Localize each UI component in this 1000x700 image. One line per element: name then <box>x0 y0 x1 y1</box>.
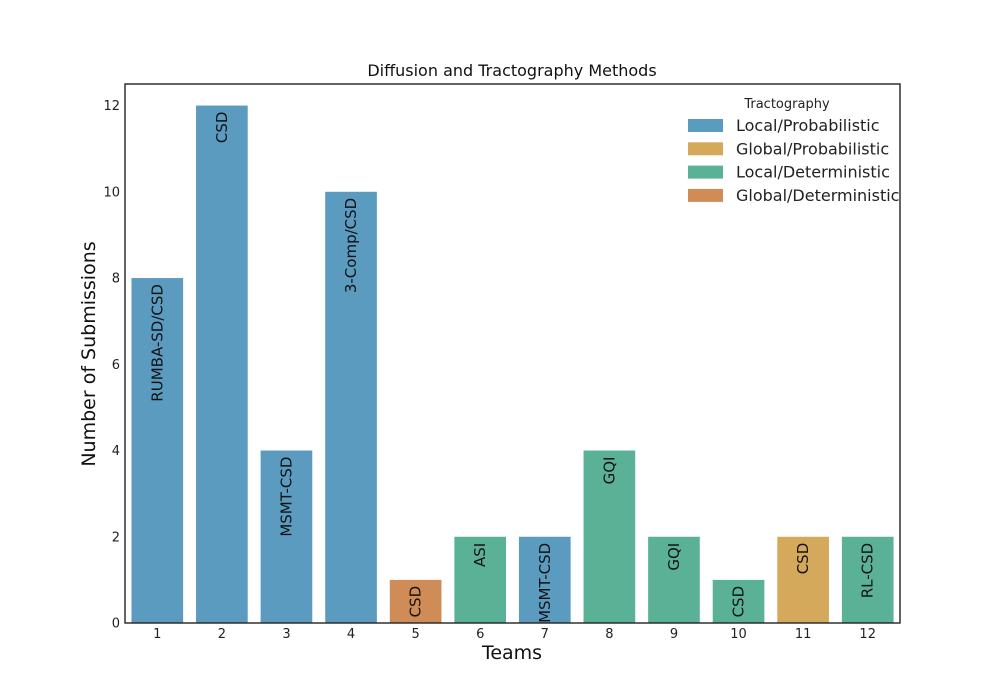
bars-group <box>131 105 894 624</box>
bar-label-team-10: CSD <box>730 586 748 618</box>
y-tick-label: 8 <box>112 272 120 287</box>
legend-swatch <box>688 119 723 132</box>
y-tick-label: 6 <box>112 358 120 373</box>
bar-team-12 <box>841 536 894 623</box>
y-axis-title: Number of Submissions <box>78 241 100 466</box>
x-tick-label: 5 <box>411 627 419 642</box>
legend-swatch <box>688 142 723 156</box>
bar-label-team-4: 3-Comp/CSD <box>342 198 360 293</box>
x-tick-label: 2 <box>218 627 226 642</box>
legend-swatch <box>688 165 723 179</box>
y-tick-label: 2 <box>112 530 120 545</box>
x-tick-label: 7 <box>541 627 549 642</box>
x-tick-label: 3 <box>282 627 290 642</box>
bar-label-team-12: RL-CSD <box>859 543 877 598</box>
y-axis: 0 2 4 6 8 10 12 <box>103 99 120 631</box>
x-tick-label: 10 <box>730 627 747 642</box>
y-tick-label: 4 <box>112 444 120 459</box>
bar-team-5 <box>389 579 442 623</box>
bar-label-team-2: CSD <box>213 112 231 144</box>
bar-team-1 <box>131 278 184 623</box>
legend-label: Global/Probabilistic <box>736 139 889 158</box>
x-axis-title: Teams <box>481 642 542 664</box>
plot-frame <box>124 83 901 624</box>
legend-label: Local/Probabilistic <box>736 116 880 135</box>
bar-label-team-3: MSMT-CSD <box>277 457 295 537</box>
bar-label-team-6: ASI <box>471 543 489 567</box>
bar-team-10 <box>712 579 765 623</box>
x-tick-label: 6 <box>476 627 484 642</box>
x-tick-label: 12 <box>859 627 876 642</box>
x-tick-label: 1 <box>153 627 161 642</box>
bar-team-7 <box>518 536 571 623</box>
x-tick-label: 9 <box>670 627 678 642</box>
x-axis: 1 2 3 4 5 6 7 8 9 10 11 12 <box>153 627 876 642</box>
bar-team-9 <box>648 536 700 623</box>
y-tick-label: 10 <box>103 185 120 200</box>
bar-team-11 <box>777 536 829 623</box>
legend-swatch <box>688 188 723 202</box>
bar-team-4 <box>325 191 377 624</box>
chart-title: Diffusion and Tractography Methods <box>367 61 656 80</box>
legend: Tractography Local/Probabilistic Global/P… <box>688 97 899 205</box>
y-tick-label: 0 <box>112 617 120 632</box>
y-tick-label: 12 <box>103 99 120 114</box>
bar-labels-group: RUMBA-SD/CSD CSD MSMT-CSD 3-Comp/CSD CSD ASI M… <box>148 112 876 623</box>
bar-team-8 <box>583 450 636 623</box>
legend-label: Global/Deterministic <box>736 186 899 205</box>
x-tick-label: 11 <box>795 627 812 642</box>
bar-label-team-9: GQI <box>665 543 683 571</box>
bar-label-team-8: GQI <box>600 457 618 485</box>
bar-label-team-5: CSD <box>407 586 425 618</box>
bar-label-team-7: MSMT-CSD <box>536 543 554 623</box>
legend-title: Tractography <box>743 97 830 112</box>
x-tick-label: 4 <box>347 627 355 642</box>
bar-team-2 <box>196 105 248 623</box>
bar-team-3 <box>260 450 313 623</box>
bar-label-team-11: CSD <box>794 543 812 575</box>
x-tick-label: 8 <box>605 627 613 642</box>
legend-label: Local/Deterministic <box>736 163 890 182</box>
bar-label-team-1: RUMBA-SD/CSD <box>148 284 166 402</box>
bar-team-6 <box>454 536 507 623</box>
